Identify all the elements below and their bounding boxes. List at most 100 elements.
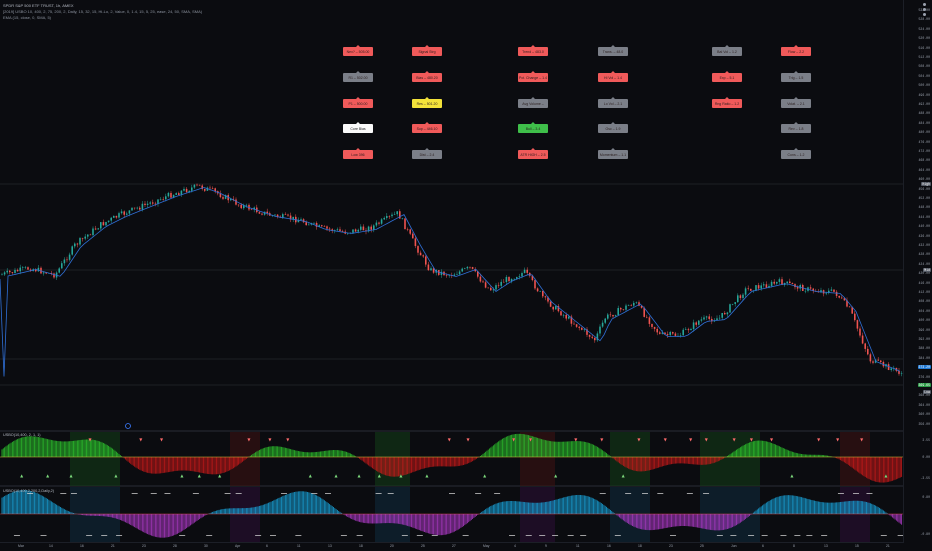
candle-body xyxy=(653,326,656,329)
dot-marker xyxy=(897,535,904,536)
candle-body xyxy=(614,315,617,317)
candle-body xyxy=(323,226,326,227)
candle-body xyxy=(383,217,385,220)
time-label: 18 xyxy=(359,544,363,548)
price-tick: 524.00 xyxy=(918,26,930,31)
candle-body xyxy=(230,198,232,201)
time-label: 11 xyxy=(297,544,301,548)
candle-body xyxy=(633,302,635,306)
candle-body xyxy=(651,323,653,327)
candle-body xyxy=(646,316,648,318)
price-tick: 444.00 xyxy=(918,214,930,219)
price-tick: 424.00 xyxy=(918,261,930,266)
candle-body xyxy=(89,234,92,236)
symbol-title[interactable]: SPDR S&P 500 ETF TRUST, 1h, AMEX xyxy=(3,3,74,8)
candle-body xyxy=(757,285,760,289)
candle-body xyxy=(427,264,430,271)
dot-marker xyxy=(462,535,469,536)
price-tick: 452.00 xyxy=(918,196,930,200)
candle-body xyxy=(81,238,84,239)
info-tag: Bias – 480.20 xyxy=(412,71,442,82)
oscillator-2-label[interactable]: USBO(10,400,2,200,2,Daily,2) xyxy=(3,489,55,493)
candle-body xyxy=(425,256,427,265)
candle-body xyxy=(448,275,450,276)
price-tick: 492.00 xyxy=(918,102,930,106)
price-tick: 400.00 xyxy=(918,318,930,323)
candle-body xyxy=(518,276,521,278)
time-label: 16 xyxy=(607,544,611,548)
candle-body xyxy=(201,185,203,189)
price-tick: 480.00 xyxy=(918,130,930,135)
candle-body xyxy=(503,281,505,283)
signal-arrow: ▼ xyxy=(733,437,737,442)
signal-arrow: ▲ xyxy=(790,473,794,478)
candle-body xyxy=(367,226,370,232)
signal-band xyxy=(520,487,555,542)
dot-marker xyxy=(235,493,242,494)
info-tag: Sup – 446.10 xyxy=(412,122,442,133)
candle-body xyxy=(591,336,593,338)
candle-body xyxy=(659,332,661,334)
candle-body xyxy=(300,219,302,221)
candle-body xyxy=(131,207,133,211)
dot-marker xyxy=(179,535,186,536)
price-tick: 468.00 xyxy=(918,158,930,163)
signal-band xyxy=(375,487,410,542)
dot-marker xyxy=(224,493,231,494)
candle-body xyxy=(666,334,669,336)
candle-body xyxy=(84,236,86,239)
info-tag: Momentum – 1.1 xyxy=(598,148,628,159)
price-tick: 464.00 xyxy=(918,167,930,172)
candle-body xyxy=(487,287,489,289)
price-tick: 500.00 xyxy=(918,83,930,88)
signal-arrow: ▼ xyxy=(247,437,251,442)
dot-marker xyxy=(525,535,532,536)
dot-marker xyxy=(192,493,199,494)
candle-body xyxy=(900,373,903,374)
price-tick: 520.00 xyxy=(918,36,930,41)
candle-body xyxy=(841,297,843,299)
candle-body xyxy=(35,269,37,272)
candle-body xyxy=(612,314,614,317)
candle-body xyxy=(253,207,255,210)
candle-body xyxy=(71,246,73,255)
time-axis[interactable]: Mar 14 16 21 23 28 30 Apr 6 11 13 18 20 25 27 May 4 9 11 16… xyxy=(0,542,904,551)
signal-arrow: ▼ xyxy=(770,437,774,442)
candle-body xyxy=(560,311,562,316)
chart-menu-icon[interactable] xyxy=(923,3,926,16)
time-label: 21 xyxy=(111,544,115,548)
candle-body xyxy=(432,268,435,273)
candle-body xyxy=(180,190,183,195)
candle-body xyxy=(146,203,149,205)
dot-marker xyxy=(866,493,873,494)
oscillator-1-label[interactable]: USBO(10,400, 2, 1, 1) xyxy=(3,433,41,437)
price-tick: 472.00 xyxy=(918,149,930,153)
indicator-legend[interactable]: [2019] USBO 10, 400, 2, 75, 200, 2, Dail… xyxy=(3,9,203,14)
dot-marker xyxy=(13,535,20,536)
candle-body xyxy=(224,195,227,199)
candle-body xyxy=(820,290,822,293)
candle-body xyxy=(581,327,583,330)
candle-body xyxy=(640,305,643,308)
candle-body xyxy=(401,218,404,219)
candle-body xyxy=(232,198,235,200)
candle-body xyxy=(856,320,859,329)
candle-body xyxy=(245,204,248,206)
candle-body xyxy=(386,216,388,218)
ema-line xyxy=(0,187,901,377)
info-tag: Hi Vol – 1.4 xyxy=(598,71,628,82)
candle-body xyxy=(375,222,378,226)
ema-legend[interactable]: EMA (15, close, 0, SMA, 5) xyxy=(3,15,52,20)
price-axis[interactable]: 532.00 528.00 524.00 520.00 516.00 512.00 508.… xyxy=(903,0,932,542)
candle-body xyxy=(68,254,71,260)
candle-body xyxy=(578,326,580,328)
high-badge: High xyxy=(921,182,931,186)
price-tick: 408.00 xyxy=(918,299,930,304)
candle-body xyxy=(648,317,651,324)
info-tag: Rng Ratio – 1.2 xyxy=(712,97,742,108)
candle-body xyxy=(497,285,500,286)
candle-body xyxy=(45,272,47,274)
candle-body xyxy=(549,301,552,307)
candle-body xyxy=(508,277,510,282)
